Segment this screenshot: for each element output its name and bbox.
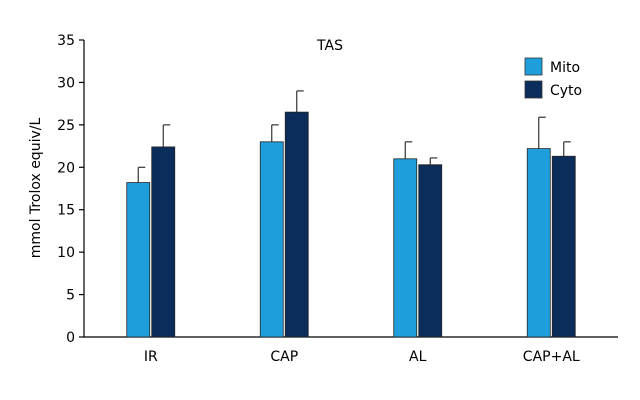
chart-title: TAS xyxy=(316,38,343,54)
bar-mito xyxy=(393,158,418,338)
y-tick-label: 15 xyxy=(57,203,75,219)
bar-mito xyxy=(259,141,284,338)
y-axis-title: mmol Trolox equiv/L xyxy=(28,118,44,259)
legend-label-cyto: Cyto xyxy=(550,83,582,99)
x-tick-label: CAP+AL xyxy=(523,349,580,365)
bar-cyto xyxy=(418,164,443,338)
y-tick-label: 30 xyxy=(57,75,75,91)
y-tick-label: 10 xyxy=(57,245,75,261)
legend-swatch-mito xyxy=(524,57,543,76)
legend: Mito Cyto xyxy=(524,57,582,99)
bar-mito xyxy=(526,148,551,338)
bar-cyto xyxy=(151,146,176,338)
y-tick-label: 20 xyxy=(57,160,75,176)
y-tick-label: 35 xyxy=(57,33,75,49)
x-tick-label: IR xyxy=(144,349,158,365)
bar-mito xyxy=(126,182,151,338)
legend-label-mito: Mito xyxy=(550,60,580,76)
y-axis-ticks: 0 5 10 15 20 25 30 35 xyxy=(57,33,84,346)
bar-cyto xyxy=(551,155,576,338)
x-tick-label: AL xyxy=(409,349,427,365)
y-tick-label: 5 xyxy=(66,288,75,304)
x-axis-ticks: IR CAP AL CAP+AL xyxy=(144,349,580,365)
bar-cyto xyxy=(284,111,309,338)
legend-swatch-cyto xyxy=(524,80,543,99)
x-tick-label: CAP xyxy=(270,349,298,365)
bars-layer xyxy=(126,90,576,338)
y-tick-label: 0 xyxy=(66,330,75,346)
y-tick-label: 25 xyxy=(57,118,75,134)
